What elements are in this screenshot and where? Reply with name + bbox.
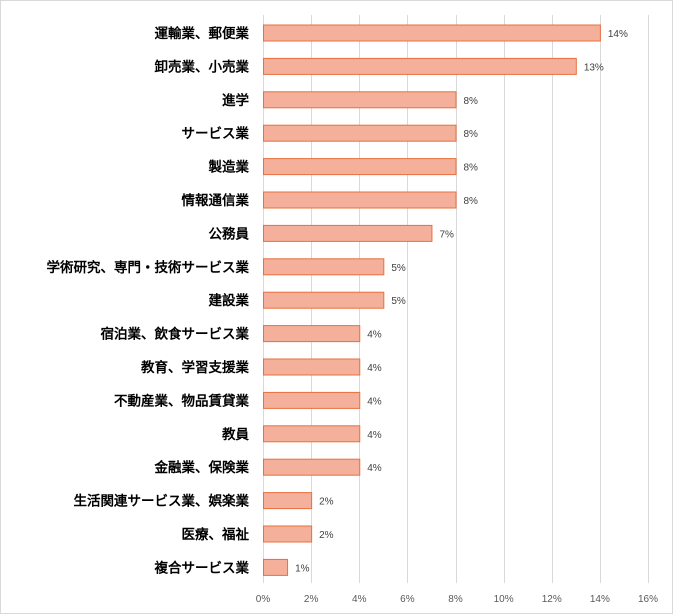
category-label: 情報通信業 (182, 192, 250, 209)
bar (263, 425, 361, 443)
bar (263, 558, 289, 576)
category-label: 公務員 (209, 225, 250, 242)
bar (263, 158, 457, 176)
bar (263, 258, 385, 276)
data-label: 2% (319, 497, 334, 508)
category-label: 学術研究、専門・技術サービス業 (47, 259, 250, 276)
bar (263, 492, 313, 510)
category-label: 宿泊業、飲食サービス業 (101, 326, 250, 343)
data-label: 1% (295, 563, 310, 574)
bar (263, 525, 313, 543)
x-tick-label: 10% (494, 594, 514, 605)
category-label: 金融業、保険業 (154, 459, 250, 476)
category-labels: 運輸業、郵便業卸売業、小売業進学サービス業製造業情報通信業公務員学術研究、専門・… (47, 25, 250, 576)
category-label: 教育、学習支援業 (141, 359, 249, 376)
x-tick-label: 6% (400, 594, 415, 605)
category-label: サービス業 (182, 125, 250, 142)
category-label: 複合サービス業 (154, 559, 250, 576)
category-label: 生活関連サービス業、娯楽業 (74, 493, 250, 510)
x-tick-label: 8% (448, 594, 463, 605)
data-label: 8% (464, 96, 479, 107)
x-tick-label: 12% (542, 594, 562, 605)
bar (263, 24, 601, 42)
bar (263, 57, 577, 75)
bar (263, 325, 361, 343)
value-labels: 14% 13% 8% 8% 8% 8% 7% 5% 5% 4% 4% 4% 4% 4% 2% 2% 1% (295, 29, 628, 574)
x-tick-label: 16% (638, 594, 658, 605)
data-label: 4% (367, 363, 382, 374)
gridlines (263, 15, 649, 583)
data-label: 4% (367, 463, 382, 474)
category-label: 教員 (222, 426, 249, 443)
bar (263, 291, 385, 309)
data-label: 5% (391, 296, 406, 307)
data-label: 7% (439, 229, 454, 240)
data-label: 2% (319, 530, 334, 541)
bar (263, 391, 361, 409)
x-tick-label: 2% (304, 594, 319, 605)
data-label: 4% (367, 430, 382, 441)
category-label: 進学 (222, 92, 249, 109)
data-label: 4% (367, 330, 382, 341)
x-tick-label: 4% (352, 594, 367, 605)
category-label: 不動産業、物品賃貸業 (114, 392, 249, 409)
category-label: 建設業 (208, 292, 250, 309)
bar (263, 358, 361, 376)
data-label: 13% (584, 62, 604, 73)
bar (263, 191, 457, 209)
category-label: 卸売業、小売業 (155, 58, 250, 75)
data-label: 8% (464, 196, 479, 207)
bar (263, 124, 457, 142)
category-label: 製造業 (208, 159, 250, 176)
data-label: 5% (391, 263, 406, 274)
bar (263, 91, 457, 109)
data-label: 8% (464, 163, 479, 174)
data-label: 4% (367, 396, 382, 407)
bars (263, 24, 601, 576)
x-tick-label: 14% (590, 594, 610, 605)
bar (263, 458, 361, 476)
data-label: 8% (464, 129, 479, 140)
x-axis-tick-labels: 0% 2% 4% 6% 8% 10% 12% 14% 16% (256, 594, 658, 605)
x-tick-label: 0% (256, 594, 271, 605)
bar (263, 224, 433, 242)
category-label: 医療、福祉 (182, 526, 250, 543)
category-label: 運輸業、郵便業 (155, 25, 250, 42)
data-label: 14% (608, 29, 628, 40)
